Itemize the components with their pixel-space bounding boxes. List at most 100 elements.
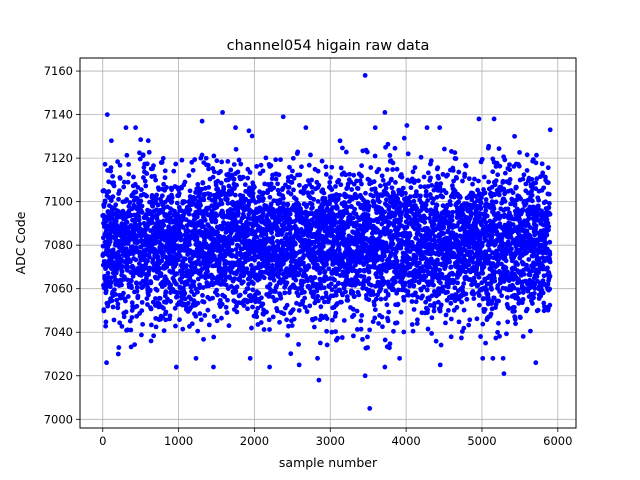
data-point [302,295,308,301]
data-point [297,182,302,188]
data-point [255,305,261,311]
data-point [132,342,138,347]
data-point [227,275,233,281]
data-point [184,223,190,229]
data-point [437,267,443,273]
data-point [379,257,385,263]
data-point [301,252,307,258]
data-point [189,321,195,327]
data-point [153,177,159,183]
data-point [267,194,273,200]
data-point [385,141,391,147]
data-point [438,342,444,348]
data-point [182,179,188,185]
data-point [121,274,127,280]
data-point [370,193,376,199]
data-point [187,207,193,213]
data-point [393,279,398,285]
data-point [246,128,252,134]
data-point [179,157,185,163]
data-point [136,217,142,223]
data-point [124,197,130,202]
data-point [215,230,220,235]
data-point [163,289,169,295]
data-point [281,311,287,317]
data-point [344,204,350,210]
data-point [304,309,310,314]
data-point [157,219,163,225]
data-point [366,203,372,209]
data-point [123,125,129,131]
data-point [295,149,301,155]
data-point [169,199,175,205]
data-point [123,298,128,304]
data-point [102,198,108,204]
data-point [179,275,185,280]
data-point [236,157,242,163]
data-point [173,261,179,267]
data-point [462,171,468,177]
data-point [261,327,267,332]
data-point [125,264,131,270]
data-point [438,280,443,286]
data-point [154,207,159,213]
data-point [296,341,301,347]
data-point [364,149,370,155]
data-point [150,203,156,209]
data-point [366,297,372,303]
data-point [447,259,452,265]
data-point [211,334,217,340]
data-point [394,258,400,264]
data-point [386,309,392,315]
data-point [351,312,357,318]
data-point [421,174,427,180]
data-point [380,177,386,183]
data-point [211,153,217,159]
data-point [382,279,388,285]
data-point [275,181,280,187]
data-point [164,185,169,190]
data-point [260,211,266,217]
data-point [157,296,163,301]
data-point [371,179,377,184]
data-point [105,270,111,276]
data-point [313,316,318,321]
data-point [274,283,280,289]
data-point [471,291,477,297]
data-point [418,154,424,160]
data-point [296,202,302,208]
data-point [470,181,475,187]
data-point [320,244,326,249]
data-point [186,228,191,234]
data-point [386,204,392,210]
data-point [461,307,467,313]
data-point [342,200,348,206]
data-point [259,269,264,275]
data-point [290,155,296,161]
data-point [343,282,348,288]
data-point [252,231,258,237]
data-point [146,254,152,260]
data-point [317,340,323,346]
data-point [416,178,421,184]
data-point [350,215,356,221]
data-point [148,338,154,344]
data-point [329,187,335,192]
data-point [410,169,416,175]
data-point [372,315,378,321]
data-point [399,174,405,180]
data-point [448,202,453,208]
data-point [300,299,306,305]
data-point [376,166,382,172]
data-point [379,173,385,179]
data-point [286,184,292,190]
data-point [174,200,180,206]
data-point [199,152,205,158]
data-point [393,179,398,185]
data-point [129,278,134,284]
data-point [360,336,365,342]
data-point [206,185,212,190]
data-point [297,172,303,178]
data-point [382,337,388,343]
data-point [249,133,255,139]
